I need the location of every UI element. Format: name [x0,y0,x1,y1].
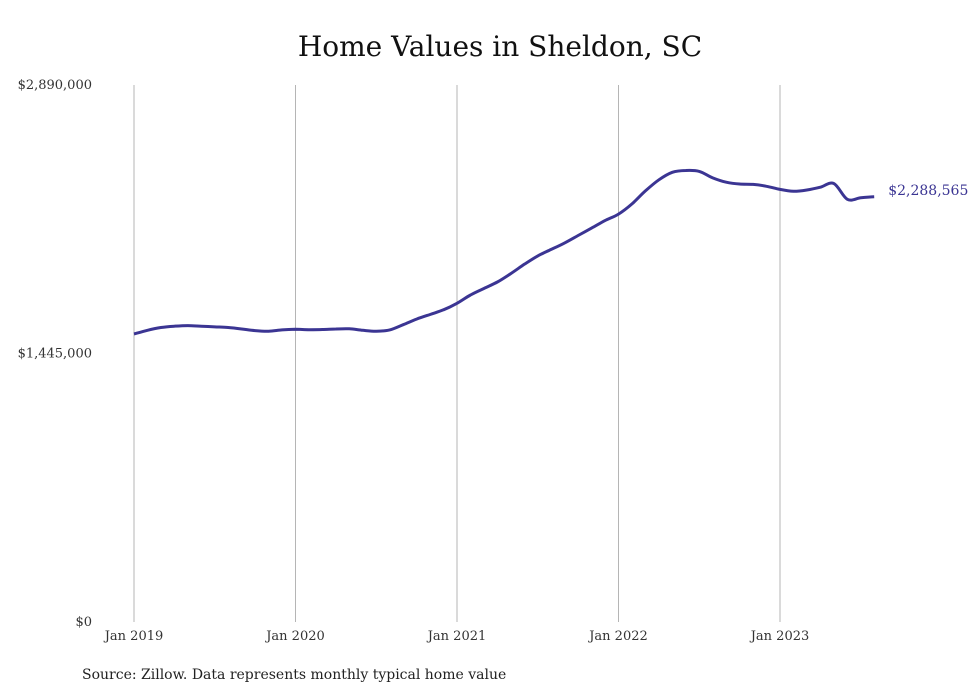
x-tick-label: Jan 2019 [103,629,164,644]
grid-lines [133,85,781,622]
y-tick-label: $0 [75,615,92,630]
y-tick-label: $1,445,000 [18,347,92,362]
x-tick-label: Jan 2023 [749,629,810,644]
axis-labels: Jan 2019 Jan 2020 Jan 2021 Jan 2022 Jan 2023… [18,78,810,644]
series-layer [133,168,875,336]
y-tick-label: $2,890,000 [18,78,92,93]
home-value-line [133,168,875,336]
end-value-label: $2,288,565 [888,183,968,199]
source-note: Source: Zillow. Data represents monthly … [82,667,507,683]
x-tick-label: Jan 2020 [264,629,325,644]
chart-title: Home Values in Sheldon, SC [297,30,703,63]
x-tick-label: Jan 2021 [426,629,487,644]
x-tick-label: Jan 2022 [587,629,648,644]
